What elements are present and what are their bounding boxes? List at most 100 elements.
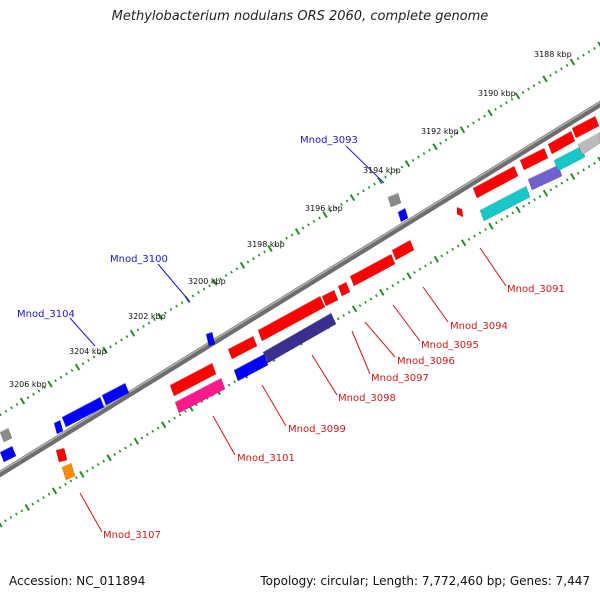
inner-tick — [15, 512, 18, 516]
outer-tick — [472, 121, 475, 125]
inner-tick — [79, 470, 85, 478]
gene-arrow-highlight — [321, 289, 335, 297]
inner-tick — [515, 206, 521, 214]
outer-tick — [521, 91, 525, 94]
inner-tick — [51, 487, 58, 495]
gene-arrow — [391, 239, 415, 261]
inner-tick — [351, 305, 358, 313]
outer-tick — [10, 406, 13, 410]
ruler-tick-label: 3198 kbp — [247, 240, 285, 249]
inner-tick — [42, 496, 45, 499]
label-leader-line — [351, 330, 371, 375]
inner-tick — [31, 502, 35, 506]
outer-tick — [400, 165, 404, 169]
inner-tick — [385, 287, 389, 291]
inner-tick — [342, 314, 345, 317]
gene-arrow — [577, 131, 600, 156]
inner-tick — [145, 433, 149, 437]
outer-tick — [334, 206, 338, 210]
outer-tick — [263, 250, 266, 254]
outer-tick — [74, 363, 81, 371]
outer-tick — [208, 284, 211, 288]
ruler-tick-label: 3190 kbp — [478, 89, 516, 98]
ruler-tick-label: 3192 kbp — [421, 127, 459, 136]
inner-tick — [133, 437, 140, 445]
gene-arrow — [233, 353, 269, 382]
gene-arrow-highlight — [479, 185, 527, 211]
inner-tick — [233, 380, 236, 384]
gene-arrow — [553, 145, 586, 172]
gene-arrow-highlight — [169, 362, 213, 386]
inner-tick — [456, 244, 460, 248]
inner-tick — [265, 360, 269, 364]
inner-tick — [488, 222, 494, 230]
inner-tick — [429, 261, 433, 265]
genome-backbone — [0, 100, 600, 478]
outer-tick — [274, 243, 277, 247]
gene-arrow-highlight — [257, 295, 321, 331]
gene-arrow-highlight — [387, 192, 399, 198]
gene-arrow-highlight — [553, 145, 582, 161]
gene-arrow — [397, 207, 409, 223]
gene-arrow — [227, 335, 258, 360]
outer-tick — [560, 67, 563, 71]
outer-tick — [554, 70, 558, 74]
outer-tick — [15, 402, 19, 406]
outer-tick — [318, 216, 321, 220]
outer-tick — [384, 175, 387, 179]
outer-tick — [362, 189, 365, 193]
gene-arrow-highlight — [519, 147, 545, 161]
inner-tick — [20, 509, 24, 513]
outer-tick — [0, 413, 2, 417]
gene-arrow — [456, 206, 464, 218]
inner-tick — [106, 454, 112, 462]
inner-tick — [102, 459, 105, 463]
inner-tick — [91, 466, 95, 470]
inner-tick — [227, 383, 231, 387]
gene-label-mnod-3099: Mnod_3099 — [288, 424, 346, 435]
outer-tick — [142, 325, 145, 328]
outer-tick — [212, 278, 218, 286]
outer-tick — [542, 75, 548, 83]
inner-tick — [522, 204, 525, 208]
outer-tick — [114, 341, 118, 345]
gene-arrow-highlight — [397, 207, 406, 213]
label-leader-line — [364, 321, 396, 358]
outer-tick — [285, 236, 288, 240]
outer-tick — [164, 311, 167, 315]
inner-tick — [391, 284, 395, 288]
label-leader-line — [392, 304, 421, 342]
outer-tick — [147, 321, 151, 325]
label-leader-line — [345, 145, 385, 184]
inner-tick — [36, 499, 40, 503]
inner-tick — [358, 304, 362, 308]
outer-tick — [37, 389, 41, 393]
inner-tick — [0, 522, 3, 528]
inner-tick — [178, 413, 182, 417]
outer-tick — [377, 177, 383, 185]
gene-arrow — [61, 396, 105, 428]
label-leader-line — [422, 286, 449, 323]
gene-label-mnod-3107: Mnod_3107 — [103, 530, 161, 541]
gene-arrow-highlight — [233, 353, 265, 371]
outer-tick — [54, 379, 57, 383]
inner-tick — [473, 234, 476, 238]
inner-tick — [369, 297, 373, 301]
gene-arrow — [0, 445, 17, 463]
inner-tick — [151, 429, 155, 433]
gene-arrow-highlight — [205, 331, 213, 335]
inner-tick — [549, 188, 553, 192]
inner-tick — [597, 156, 600, 162]
label-leader-line — [212, 415, 236, 456]
outer-tick — [422, 152, 426, 155]
outer-tick — [593, 46, 596, 50]
gene-arrow-highlight — [349, 253, 392, 277]
gene-labels: Mnod_3093 Mnod_3100 Mnod_3104 Mnod_3091 Mnod… — [17, 135, 565, 541]
gene-label-mnod-3091: Mnod_3091 — [507, 284, 565, 295]
label-leader-line — [311, 354, 338, 396]
outer-tick — [197, 291, 200, 294]
inner-tick — [424, 264, 427, 268]
outer-tick — [367, 185, 371, 189]
outer-tick — [32, 392, 35, 396]
inner-tick — [140, 436, 144, 440]
